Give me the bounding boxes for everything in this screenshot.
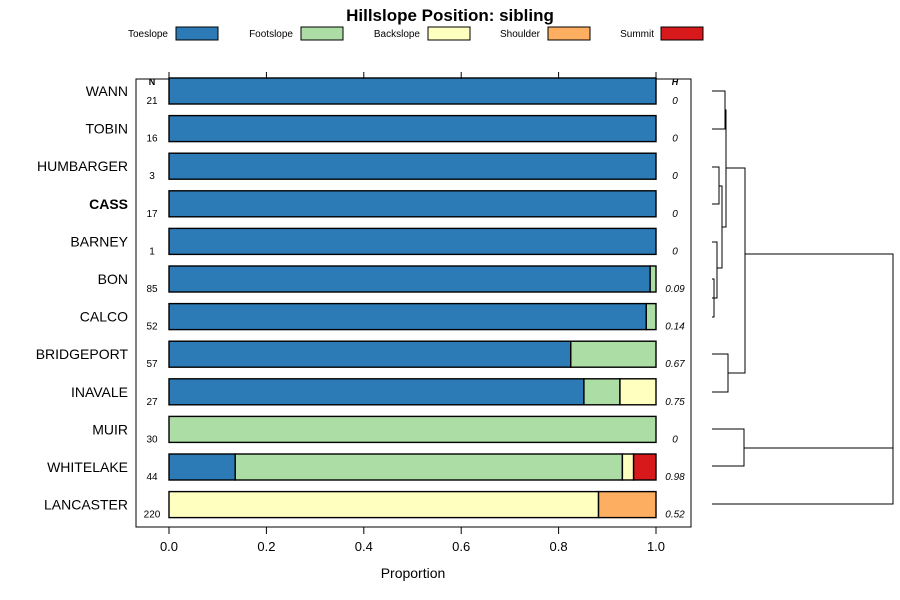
row-label-humbarger: HUMBARGER (37, 158, 128, 174)
dendrogram (712, 90, 894, 505)
x-tick-label-2: 0.4 (355, 539, 373, 554)
x-tick-label-4: 0.8 (550, 539, 568, 554)
n-value-barney: 1 (149, 246, 155, 257)
legend-swatch-footslope (300, 26, 344, 41)
dendrogram-branch-6 (712, 353, 729, 393)
legend-label-toeslope: Toeslope (128, 29, 168, 40)
dendrogram-branch-0 (712, 90, 726, 130)
row-label-barney: BARNEY (70, 233, 128, 249)
n-column-header: N (149, 77, 156, 87)
row-label-cass: CASS (89, 196, 128, 212)
h-value-bridgeport: 0.67 (665, 359, 685, 370)
bar-inavale-backslope (619, 378, 657, 406)
legend-swatch-summit (660, 26, 704, 41)
bar-lancaster-shoulder (597, 490, 657, 519)
legend-swatch-shoulder (547, 26, 591, 41)
bar-whitelake-backslope (621, 453, 635, 481)
h-value-cass: 0 (672, 209, 678, 220)
h-value-tobin: 0 (672, 134, 678, 145)
n-value-lancaster: 220 (144, 510, 161, 521)
row-label-whitelake: WHITELAKE (47, 459, 128, 475)
bar-calco-toeslope (168, 302, 647, 331)
h-value-humbarger: 0 (672, 171, 678, 182)
dendrogram-branch-8 (712, 428, 745, 467)
bar-wann-toeslope (168, 77, 657, 105)
dendrogram-branch-10 (745, 253, 894, 448)
legend-label-summit: Summit (620, 29, 654, 40)
bar-bon-toeslope (168, 265, 651, 293)
x-tick-label-1: 0.2 (257, 539, 275, 554)
n-value-bridgeport: 57 (146, 359, 158, 370)
h-value-inavale: 0.75 (665, 397, 685, 408)
bar-bridgeport-toeslope (168, 340, 572, 368)
bar-barney-toeslope (168, 227, 657, 256)
x-tick-label-5: 1.0 (647, 539, 665, 554)
h-value-wann: 0 (672, 96, 678, 107)
bar-inavale-toeslope (168, 378, 585, 406)
n-value-humbarger: 3 (149, 171, 155, 182)
n-value-inavale: 27 (146, 397, 158, 408)
bar-bon-footslope (649, 265, 657, 293)
h-value-lancaster: 0.52 (665, 510, 685, 521)
x-axis: 0.0 0.2 0.4 0.6 0.8 1.0 (160, 72, 665, 554)
bar-whitelake-footslope (234, 453, 624, 481)
x-tick-label-0: 0.0 (160, 539, 178, 554)
h-value-calco: 0.14 (665, 322, 685, 333)
n-value-bon: 85 (146, 284, 158, 295)
n-value-wann: 21 (146, 96, 158, 107)
x-tick-label-3: 0.6 (452, 539, 470, 554)
n-value-calco: 52 (146, 322, 158, 333)
bar-whitelake-toeslope (168, 453, 236, 481)
bar-lancaster-backslope (168, 490, 600, 519)
dendrogram-branch-7 (726, 167, 746, 374)
row-label-inavale: INAVALE (71, 384, 128, 400)
bar-whitelake-summit (632, 453, 657, 481)
row-label-tobin: TOBIN (85, 121, 128, 137)
legend-label-footslope: Footslope (249, 29, 293, 40)
h-value-barney: 0 (672, 246, 678, 257)
bar-cass-toeslope (168, 190, 657, 218)
n-value-muir: 30 (146, 434, 158, 445)
h-column-header: H (672, 77, 679, 87)
dendrogram-branch-3 (712, 278, 715, 318)
row-label-wann: WANN (86, 83, 128, 99)
bar-tobin-toeslope (168, 114, 657, 143)
legend-label-backslope: Backslope (374, 29, 421, 40)
h-value-whitelake: 0.98 (665, 472, 685, 483)
dendrogram-branch-9 (712, 447, 894, 505)
h-value-bon: 0.09 (665, 284, 685, 295)
bar-humbarger-toeslope (168, 152, 657, 180)
row-label-muir: MUIR (92, 421, 128, 437)
n-value-tobin: 16 (146, 134, 158, 145)
row-label-calco: CALCO (80, 309, 128, 325)
row-label-bon: BON (98, 271, 128, 287)
n-value-whitelake: 44 (146, 472, 158, 483)
legend-swatch-toeslope (175, 26, 219, 41)
x-axis-label: Proportion (381, 565, 446, 581)
h-value-muir: 0 (672, 434, 678, 445)
chart-title: Hillslope Position: sibling (346, 6, 554, 25)
bar-bridgeport-footslope (570, 340, 657, 368)
row-label-lancaster: LANCASTER (44, 497, 128, 513)
row-label-bridgeport: BRIDGEPORT (36, 346, 129, 362)
dendrogram-branch-1 (712, 166, 720, 205)
legend-swatch-backslope (427, 26, 471, 41)
legend: Toeslope Footslope Backslope Shoulder Summit (128, 26, 704, 41)
legend-label-shoulder: Shoulder (500, 29, 541, 40)
bar-calco-footslope (645, 302, 657, 331)
bar-inavale-footslope (583, 378, 621, 406)
n-value-cass: 17 (146, 209, 158, 220)
bar-muir-footslope (168, 415, 657, 444)
